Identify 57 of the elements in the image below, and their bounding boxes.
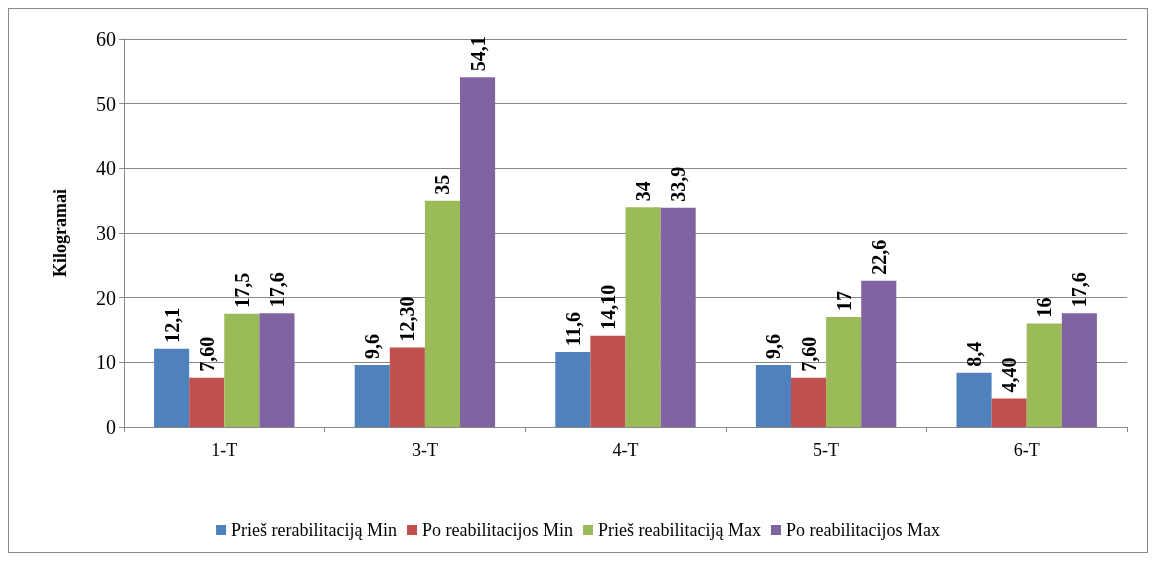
data-label: 11,6	[561, 312, 584, 346]
x-tick-label: 6-T	[1013, 440, 1040, 460]
legend-label: Prieš rerabilitaciją Min	[231, 520, 398, 540]
data-label: 14,10	[596, 284, 619, 330]
bar	[555, 351, 591, 427]
bar	[755, 364, 791, 427]
data-label: 4,40	[998, 357, 1021, 393]
x-tick-label: 4-T	[612, 440, 639, 460]
y-tick-label: 20	[96, 286, 116, 309]
data-label: 17	[832, 291, 855, 312]
data-label: 12,30	[396, 296, 419, 342]
legend-label: Po reabilitacijos Max	[785, 520, 940, 540]
bar	[791, 377, 827, 427]
bar	[625, 207, 661, 427]
y-tick-label: 10	[96, 351, 116, 374]
bar	[861, 280, 897, 427]
bar	[991, 398, 1027, 427]
data-label: 54,1	[466, 36, 489, 72]
data-label: 16	[1033, 297, 1056, 318]
data-label: 33,9	[667, 166, 690, 202]
y-tick-label: 50	[96, 92, 116, 115]
data-label: 17,5	[230, 272, 253, 308]
x-tick-label: 3-T	[411, 440, 438, 460]
data-label: 9,6	[361, 333, 384, 359]
data-label: 9,6	[762, 333, 785, 359]
data-label: 7,60	[797, 336, 820, 372]
y-tick-label: 40	[96, 157, 116, 180]
bar	[956, 372, 992, 427]
bar	[460, 77, 496, 427]
data-label: 8,4	[963, 341, 986, 367]
bar	[1026, 323, 1062, 427]
bar	[590, 335, 626, 427]
x-tick-label: 5-T	[813, 440, 840, 460]
bar	[154, 348, 190, 427]
y-tick-label: 30	[96, 222, 116, 244]
bar	[259, 313, 295, 427]
bar	[224, 313, 260, 427]
y-tick-label: 60	[96, 28, 116, 50]
data-label: 7,60	[195, 336, 218, 372]
data-label: 17,6	[265, 272, 288, 308]
data-label: 22,6	[867, 239, 890, 275]
data-label: 34	[632, 181, 655, 202]
legend-label: Po reabilitacijos Min	[422, 520, 574, 540]
data-label: 17,6	[1068, 272, 1091, 308]
bar	[389, 347, 425, 427]
y-axis-title: Kilogramai	[50, 189, 70, 277]
bar	[826, 317, 862, 427]
bar	[424, 200, 461, 427]
bar	[660, 207, 696, 427]
y-tick-label: 0	[106, 416, 116, 438]
data-label: 35	[431, 174, 454, 195]
legend-label: Prieš reabilitaciją Max	[598, 520, 761, 540]
data-label: 12,1	[160, 307, 183, 343]
x-tick-label: 1-T	[211, 440, 238, 460]
bar	[354, 364, 390, 427]
bar	[1061, 313, 1097, 427]
bar	[189, 377, 225, 427]
